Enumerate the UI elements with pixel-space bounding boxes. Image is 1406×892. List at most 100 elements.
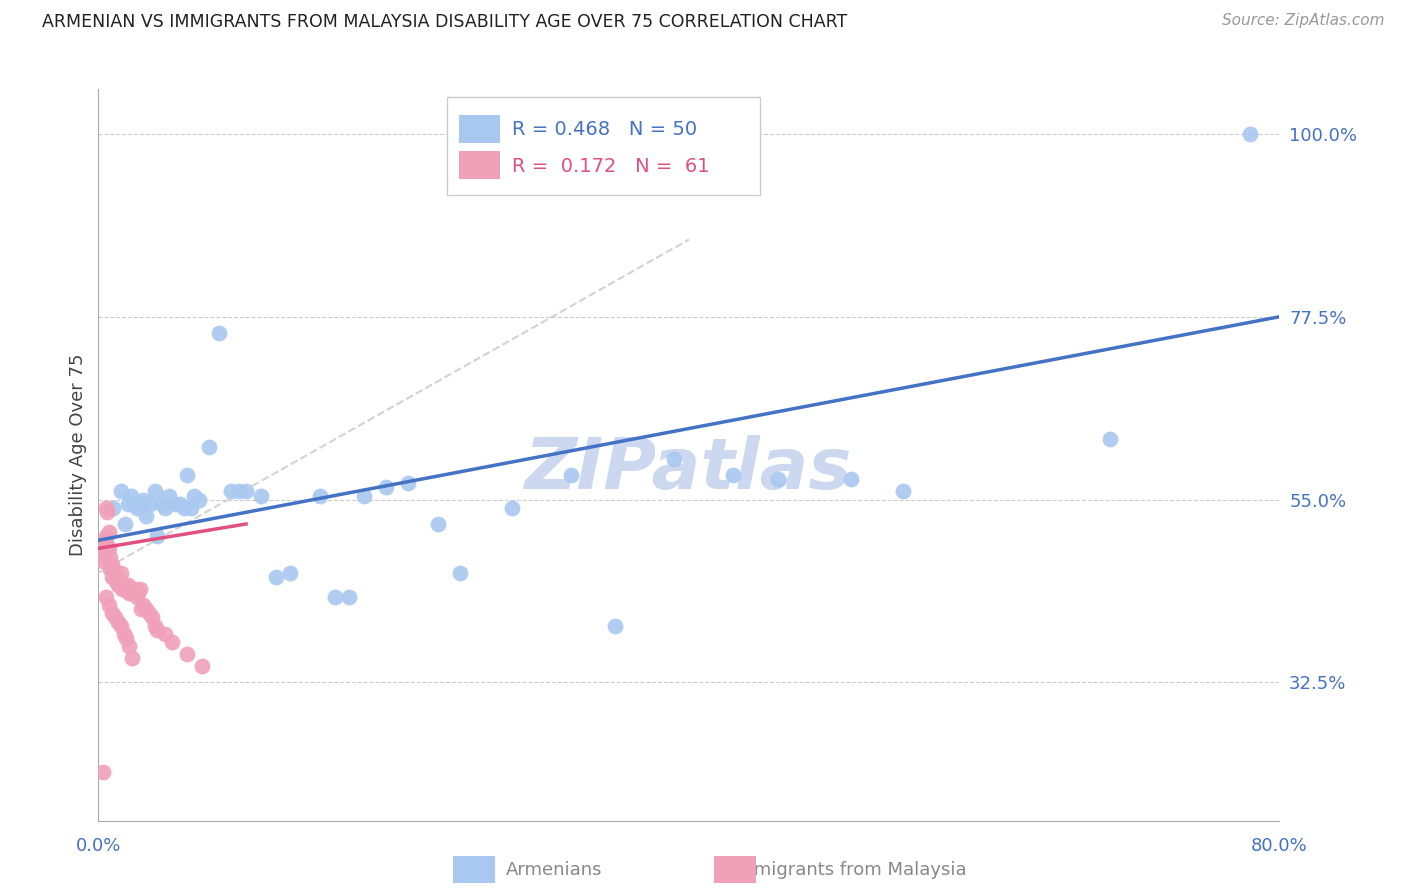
- Point: [104, 566, 127, 580]
- Point: [176, 468, 198, 483]
- Point: [114, 516, 136, 531]
- Point: [165, 497, 187, 511]
- Point: [146, 529, 169, 543]
- Point: [122, 586, 145, 600]
- Point: [353, 489, 375, 503]
- Point: [125, 500, 148, 515]
- Point: [264, 570, 287, 584]
- Point: [143, 484, 166, 499]
- Point: [97, 599, 120, 613]
- Point: [129, 602, 152, 616]
- Point: [766, 472, 789, 486]
- Point: [100, 558, 122, 572]
- Text: ARMENIAN VS IMMIGRANTS FROM MALAYSIA DISABILITY AGE OVER 75 CORRELATION CHART: ARMENIAN VS IMMIGRANTS FROM MALAYSIA DIS…: [42, 13, 848, 31]
- Point: [117, 497, 139, 511]
- Point: [191, 659, 214, 673]
- Point: [135, 602, 157, 616]
- Point: [94, 500, 117, 515]
- Point: [121, 651, 143, 665]
- Point: [278, 566, 302, 580]
- Point: [141, 610, 163, 624]
- Point: [309, 489, 332, 503]
- Point: [110, 618, 132, 632]
- Point: [118, 586, 141, 600]
- Point: [173, 500, 195, 515]
- Point: [115, 582, 138, 596]
- Point: [125, 590, 148, 604]
- Point: [100, 607, 122, 621]
- Text: ZIPatlas: ZIPatlas: [526, 435, 852, 504]
- Point: [103, 570, 125, 584]
- Point: [107, 615, 129, 629]
- Text: Source: ZipAtlas.com: Source: ZipAtlas.com: [1222, 13, 1385, 29]
- Point: [98, 549, 121, 564]
- Point: [198, 440, 221, 454]
- Point: [93, 549, 115, 564]
- Point: [337, 590, 360, 604]
- Point: [98, 562, 121, 576]
- Point: [143, 618, 166, 632]
- Point: [323, 590, 346, 604]
- Point: [111, 582, 134, 596]
- Point: [375, 480, 398, 494]
- FancyBboxPatch shape: [458, 152, 501, 179]
- Point: [396, 476, 419, 491]
- Point: [127, 586, 149, 600]
- FancyBboxPatch shape: [447, 96, 759, 195]
- Point: [91, 553, 114, 567]
- Point: [153, 500, 176, 515]
- Point: [103, 562, 125, 576]
- Point: [139, 497, 162, 511]
- Point: [104, 610, 127, 624]
- Point: [94, 529, 117, 543]
- Point: [150, 497, 173, 511]
- Point: [501, 500, 523, 515]
- Point: [90, 541, 112, 556]
- Point: [105, 570, 128, 584]
- Text: Immigrants from Malaysia: Immigrants from Malaysia: [731, 861, 967, 879]
- Point: [1239, 127, 1261, 141]
- Point: [120, 582, 142, 596]
- Point: [124, 582, 146, 596]
- FancyBboxPatch shape: [458, 115, 501, 143]
- Point: [449, 566, 471, 580]
- Point: [100, 570, 122, 584]
- Point: [605, 618, 627, 632]
- Point: [187, 492, 209, 507]
- Point: [94, 533, 117, 548]
- Point: [107, 578, 129, 592]
- Point: [169, 497, 191, 511]
- Point: [112, 626, 135, 640]
- Point: [103, 500, 125, 515]
- Point: [128, 582, 150, 596]
- Point: [146, 623, 169, 637]
- Point: [135, 508, 157, 523]
- Point: [250, 489, 273, 503]
- Point: [94, 590, 117, 604]
- Point: [97, 541, 120, 556]
- Point: [104, 570, 127, 584]
- Point: [1098, 432, 1121, 446]
- Point: [114, 582, 136, 596]
- Point: [108, 574, 131, 588]
- Text: R =  0.172   N =  61: R = 0.172 N = 61: [512, 156, 710, 176]
- Point: [107, 574, 129, 588]
- Point: [115, 631, 138, 645]
- Point: [162, 635, 183, 649]
- Text: R = 0.468   N = 50: R = 0.468 N = 50: [512, 120, 697, 139]
- Point: [180, 500, 202, 515]
- Point: [132, 492, 155, 507]
- Point: [96, 505, 118, 519]
- Point: [112, 578, 135, 592]
- Y-axis label: Disability Age Over 75: Disability Age Over 75: [69, 353, 87, 557]
- Point: [235, 484, 257, 499]
- Point: [111, 578, 134, 592]
- Point: [138, 607, 160, 621]
- Point: [721, 468, 744, 483]
- Point: [96, 541, 118, 556]
- Point: [891, 484, 914, 499]
- Text: Armenians: Armenians: [506, 861, 603, 879]
- Point: [117, 578, 139, 592]
- Point: [91, 764, 114, 779]
- Point: [153, 626, 176, 640]
